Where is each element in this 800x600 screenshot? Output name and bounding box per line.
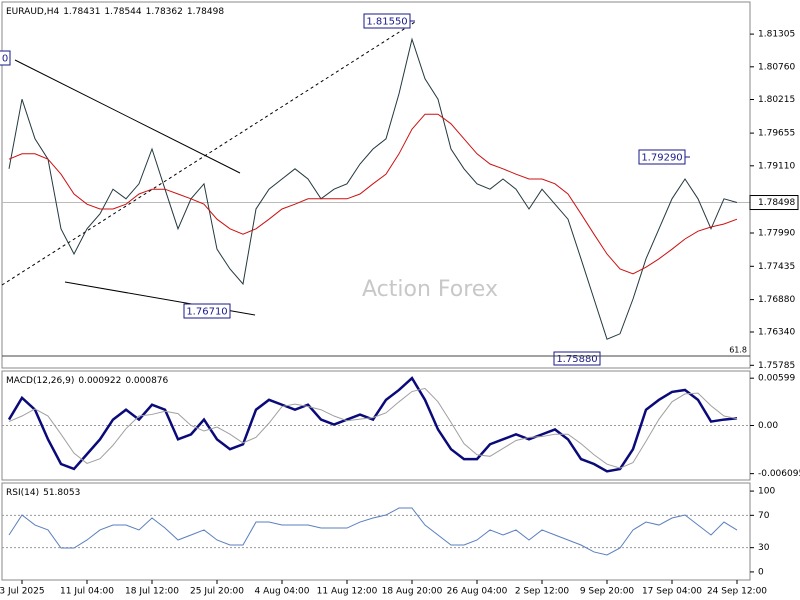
current-price-box	[749, 195, 799, 211]
y-tick-label: 1.80215	[758, 95, 795, 105]
header-value: 1.78431	[63, 7, 100, 17]
annotation-label: 1.79290	[641, 153, 682, 164]
y-tick-label: 70	[758, 511, 770, 521]
series-line	[8, 113, 738, 275]
x-tick-label: 11 Aug 12:00	[317, 587, 378, 597]
header-value: 51.8053	[43, 488, 80, 498]
series-line	[8, 507, 738, 556]
current-price-label: 1.78498	[758, 198, 795, 208]
fib-label: 61.8	[729, 346, 747, 355]
annotation: 1.79290	[638, 149, 686, 165]
x-tick-label: 4 Aug 04:00	[255, 587, 310, 597]
y-tick-label: 1.80760	[758, 62, 795, 72]
y-tick-label: 1.81305	[758, 30, 795, 40]
y-tick-label: 1.79110	[758, 161, 795, 171]
header-value: 1.78362	[146, 7, 183, 17]
y-tick-label: 1.77990	[758, 229, 795, 239]
y-tick-label: 1.76340	[758, 328, 795, 338]
annotation: 1.75880	[553, 351, 601, 366]
panel-header: EURAUD,H4 1.78431 1.78544 1.78362 1.78498	[6, 7, 224, 17]
panel-title: RSI(14)	[6, 488, 39, 498]
y-tick-label: 0.00	[758, 421, 778, 431]
x-tick-label: 17 Sep 04:00	[642, 587, 702, 597]
header-value: 1.78498	[187, 7, 224, 17]
series-line	[8, 37, 738, 340]
header-value: 0.000876	[125, 376, 168, 386]
x-tick-label: 25 Jul 20:00	[190, 587, 244, 597]
trend-line	[1, 21, 416, 286]
x-tick-label: 9 Sep 20:00	[580, 587, 635, 597]
y-tick-label: 0.00599	[758, 374, 795, 384]
y-tick-label: 1.77435	[758, 262, 795, 272]
y-tick-label: 0	[758, 567, 764, 577]
y-tick-label: 1.79655	[758, 129, 795, 139]
x-tick-label: 3 Jul 2025	[0, 587, 45, 597]
x-tick-label: 26 Aug 04:00	[447, 587, 508, 597]
header-value: 0.000922	[78, 376, 121, 386]
annotation: 0	[0, 50, 11, 66]
y-tick-label: 30	[758, 543, 770, 553]
series-line	[7, 376, 738, 473]
header-value: 1.78544	[104, 7, 141, 17]
x-tick-label: 24 Sep 12:00	[707, 587, 767, 597]
x-tick-label: 18 Aug 20:00	[382, 587, 443, 597]
panel-title: MACD(12,26,9)	[6, 376, 74, 386]
x-tick-label: 11 Jul 04:00	[60, 587, 114, 597]
y-tick-label: 100	[758, 487, 775, 497]
annotation-label: 1.75880	[556, 354, 597, 365]
annotation: 1.76710	[183, 303, 231, 319]
annotation-label: 0	[2, 54, 8, 65]
trend-line	[14, 59, 241, 174]
y-tick-label: 1.75785	[758, 361, 795, 371]
watermark: Action Forex	[362, 277, 498, 302]
price-panel	[1, 1, 751, 369]
rsi-panel	[1, 482, 751, 581]
y-tick-label: -0.006095	[758, 469, 800, 479]
annotation: 1.81550	[363, 13, 411, 29]
x-tick-label: 2 Sep 12:00	[515, 587, 570, 597]
panel-header: RSI(14) 51.8053	[6, 488, 80, 498]
annotation-label: 1.76710	[186, 307, 227, 318]
annotation-label: 1.81550	[366, 17, 407, 28]
series-line	[8, 387, 738, 469]
y-tick-label: 1.76880	[758, 295, 795, 305]
panel-header: MACD(12,26,9) 0.000922 0.000876	[6, 376, 169, 386]
x-tick-label: 18 Jul 12:00	[125, 587, 179, 597]
panel-title: EURAUD,H4	[6, 7, 59, 17]
